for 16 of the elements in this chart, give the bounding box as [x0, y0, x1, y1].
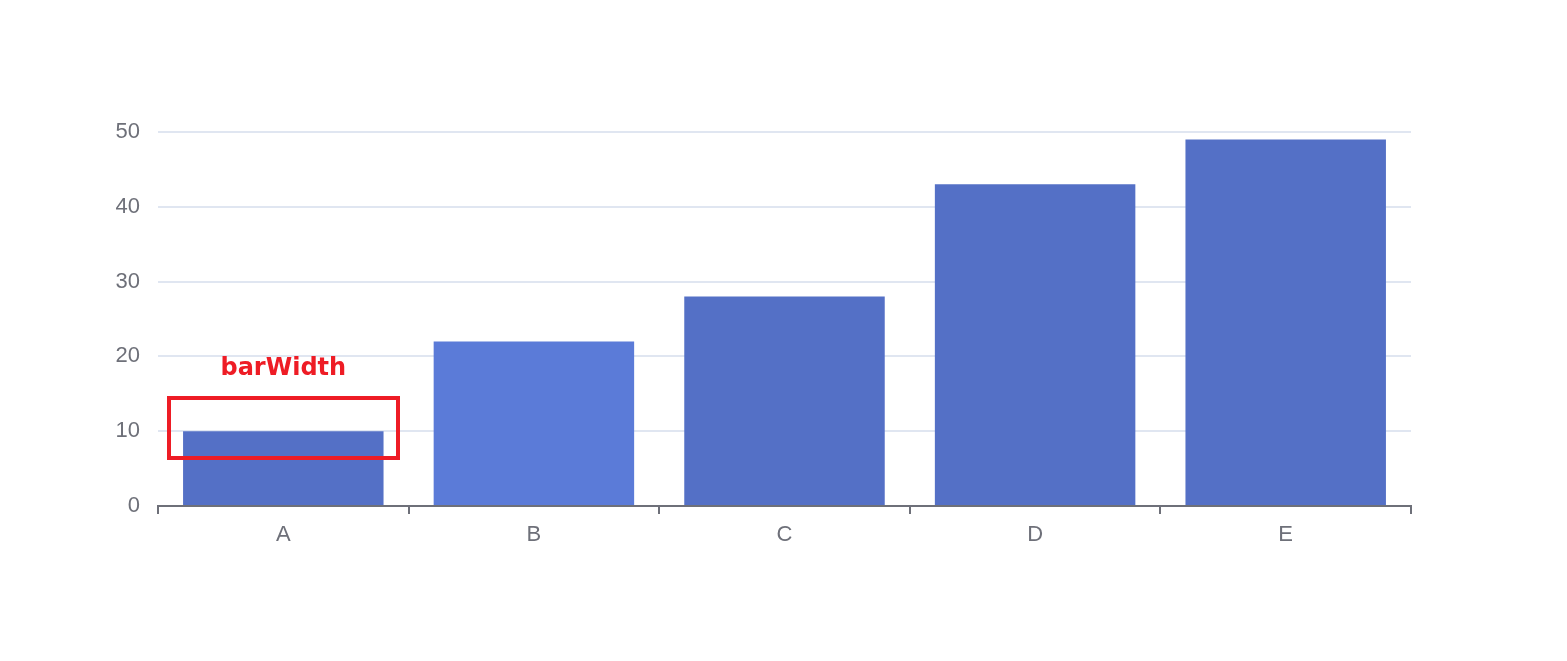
x-tick-label: E — [1278, 521, 1294, 547]
y-tick-label: 20 — [115, 342, 140, 368]
y-tick-label: 50 — [115, 118, 140, 144]
x-tick-label: B — [526, 521, 542, 547]
annotation: barWidth — [220, 353, 347, 382]
y-tick-label: 30 — [115, 267, 140, 293]
bar — [684, 296, 885, 505]
bar — [934, 184, 1136, 505]
x-tick-label: A — [275, 521, 291, 547]
x-tick-label: C — [776, 521, 793, 547]
y-tick-label: 0 — [127, 492, 140, 518]
x-tick-label: D — [1027, 521, 1044, 547]
bar — [1185, 139, 1386, 505]
y-tick-label: 10 — [115, 417, 140, 443]
bar — [433, 341, 635, 505]
y-tick-label: 40 — [115, 192, 140, 218]
